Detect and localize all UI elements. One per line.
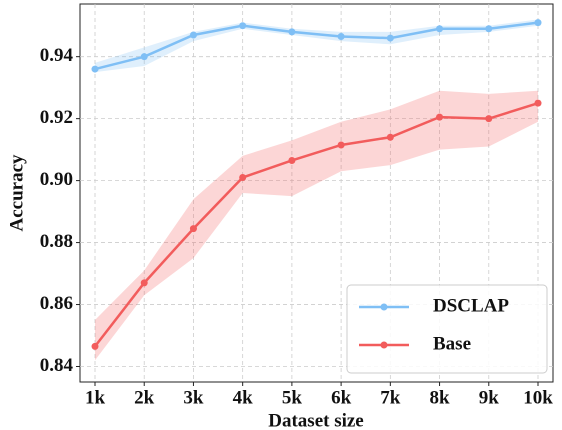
legend-label: DSCLAP [433,295,509,316]
point [337,141,345,149]
point [91,342,99,350]
point [91,65,99,73]
y-axis-label: Accuracy [6,154,27,232]
x-tick-label: 2k [134,387,155,408]
x-tick-label: 7k [380,387,401,408]
point [436,113,444,121]
x-tick-label: 5k [282,387,303,408]
point [534,19,542,27]
point [239,174,247,182]
x-tick-label: 10k [523,387,553,408]
point [189,31,197,39]
line [94,101,539,348]
confidence-band [95,19,538,73]
point [140,53,148,61]
x-tick-label: 8k [430,387,451,408]
plot-frame [79,3,554,383]
legend-marker [380,341,388,349]
x-tick-label: 1k [85,387,106,408]
point [337,33,345,41]
x-tick-label: 4k [233,387,254,408]
y-tick-label: 0.92 [40,107,73,128]
x-tick-label: 9k [479,387,500,408]
point [288,28,296,36]
point [140,279,148,287]
y-tick-label: 0.90 [40,169,73,190]
y-tick-label: 0.84 [40,355,74,376]
legend-marker [380,303,388,311]
point [239,22,247,30]
point [485,25,493,33]
point [534,99,542,107]
point [386,34,394,42]
point [485,115,493,123]
x-axis-label: Dataset size [268,410,364,430]
line [94,21,539,71]
point [436,25,444,33]
point [386,133,394,141]
y-tick-label: 0.94 [40,45,74,66]
point [189,225,197,233]
y-tick-label: 0.86 [40,293,73,314]
x-tick-label: 6k [331,387,352,408]
y-tick-label: 0.88 [40,231,73,252]
x-tick-label: 3k [183,387,204,408]
legend-label: Base [433,333,471,354]
point [288,156,296,164]
